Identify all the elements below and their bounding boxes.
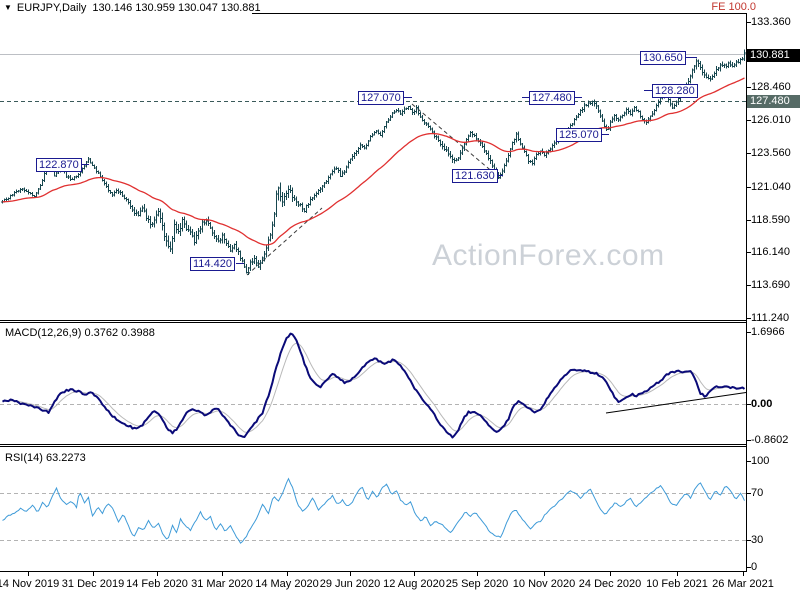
price-axis-label: 118.590 [751,214,790,226]
date-axis-label: 14 Nov 2019 [0,578,60,590]
price-axis-label: 133.360 [751,16,791,28]
price-axis-label: 123.560 [751,147,791,159]
rsi-axis-label: 100 [751,455,770,467]
macd-support-trendline [605,392,747,414]
price-axis-label: 111.240 [751,312,790,324]
date-axis-label: 31 Dec 2019 [61,578,125,590]
swing-price-label: 128.280 [652,84,698,98]
date-axis-label: 14 May 2020 [255,578,319,590]
macd-axis-label: -0.8602 [751,434,789,446]
current-price-badge: 130.881 [747,49,800,62]
price-axis-label: 116.140 [751,246,790,258]
swing-price-label: 127.070 [358,91,404,105]
watermark: ActionForex.com [432,239,665,272]
ohlc-values: 130.146 130.959 130.047 130.881 [92,2,261,14]
swing-price-label: 122.870 [36,158,82,172]
price-axis-label: 113.690 [751,279,790,291]
swing-price-label: 125.070 [556,128,602,142]
price-level-badge: 127.480 [747,95,800,108]
swing-price-label: 114.420 [190,257,235,271]
rsi-axis-label: 70 [751,487,764,499]
price-axis-label: 121.040 [751,181,791,193]
macd-axis-label: 0.00 [751,398,773,410]
price-axis-label: 128.460 [751,81,791,93]
date-axis-label: 14 Feb 2020 [126,578,188,590]
date-axis-label: 26 Mar 2021 [712,578,774,590]
price-axis-label: 126.010 [751,114,791,126]
swing-price-label: 127.480 [529,91,575,105]
date-axis-label: 25 Sep 2020 [445,578,509,590]
falling-resistance [411,103,502,180]
date-axis-label: 24 Dec 2020 [578,578,642,590]
macd-signal-line [2,342,745,433]
macd-line [2,332,746,439]
date-axis-label: 12 Aug 2020 [383,578,445,590]
rsi-axis-label: 30 [751,534,764,546]
symbol-name: EURJPY,Daily [16,2,87,14]
swing-price-label: 121.630 [452,169,498,183]
date-axis-label: 29 Jun 2020 [319,578,381,590]
ma-line [2,77,745,246]
rsi-indicator-label: RSI(14) 63.2273 [5,452,86,464]
symbol-marker-icon: ▼ [4,3,12,12]
date-axis-label: 31 Mar 2020 [191,578,253,590]
rsi-axis-label: 0 [751,561,758,573]
swing-price-label: 130.650 [640,51,686,65]
symbol-title-bar: ▼ EURJPY,Daily 130.146 130.959 130.047 130… [4,2,261,14]
macd-axis-label: 1.6966 [751,326,785,338]
macd-indicator-label: MACD(12,26,9) 0.3762 0.3988 [5,327,155,339]
date-axis-label: 10 Feb 2021 [646,578,708,590]
rising-support [246,207,323,276]
date-axis-label: 10 Nov 2020 [512,578,576,590]
fib-extension-label: FE 100.0 [711,1,756,13]
rsi-line [2,477,745,544]
